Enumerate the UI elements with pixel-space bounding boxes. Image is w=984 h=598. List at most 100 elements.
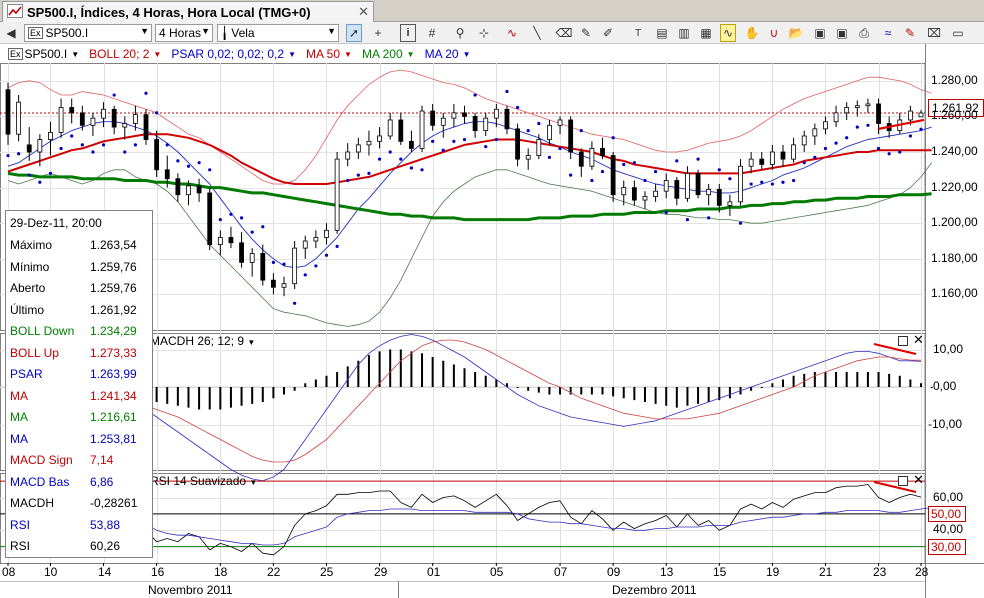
scroll-left-icon[interactable]: ◀ xyxy=(6,26,16,40)
close-icon[interactable]: ✕ xyxy=(358,4,369,19)
psar-dot xyxy=(324,253,329,257)
candle xyxy=(281,276,287,297)
date-label: 18 xyxy=(214,565,228,579)
macd-panel-label[interactable]: MACDH 26; 12; 9 ▼ xyxy=(150,334,255,348)
candle xyxy=(483,112,489,136)
candle-down xyxy=(504,108,510,130)
psar-dot xyxy=(855,125,859,129)
legend-ma200[interactable]: MA 200 xyxy=(361,47,403,61)
chevron-down-icon[interactable]: ▼ xyxy=(344,49,352,59)
wave-highlight-icon[interactable]: ∿ xyxy=(720,24,736,42)
split-icon[interactable]: ▥ xyxy=(678,26,690,40)
indicators-icon[interactable]: ∿ xyxy=(506,26,518,40)
chevron-down-icon[interactable]: ▼ xyxy=(153,49,162,59)
info-label: Mínimo xyxy=(10,259,50,274)
eraser-icon[interactable]: ⌫ xyxy=(555,26,573,40)
month-label: Novembro 2011 xyxy=(148,583,233,597)
candle-down xyxy=(5,89,11,135)
sheet-icon[interactable]: ▤ xyxy=(656,26,668,40)
zoom-icon[interactable]: ⚲ xyxy=(455,26,465,40)
candle-up xyxy=(281,283,287,288)
symbol-menu-icon[interactable]: Ex xyxy=(8,48,23,60)
rsi-raw-line xyxy=(7,484,922,556)
interval-value: 4 Horas xyxy=(159,26,202,40)
rsi-panel-label[interactable]: RSI 14 Suavizado ▼ xyxy=(150,474,257,488)
info-label: MA xyxy=(10,431,28,446)
legend-symbol[interactable]: SP500.I xyxy=(24,47,68,61)
candle-up xyxy=(918,112,924,118)
panel-frames xyxy=(0,44,984,598)
close-rsi-icon[interactable]: ✕ xyxy=(913,472,924,487)
info-value: 1.241,34 xyxy=(90,388,137,403)
psar-dot xyxy=(144,91,148,95)
chevron-down-icon[interactable]: ▼ xyxy=(71,49,80,59)
rsi-smooth-line xyxy=(8,507,932,546)
magnet-icon[interactable]: ∪ xyxy=(769,26,779,40)
interval-combo[interactable]: 4 Horas ▼ xyxy=(155,24,213,42)
macd-axis-label: -10,00 xyxy=(928,417,963,431)
candle-up xyxy=(557,119,563,126)
candle-up xyxy=(101,108,106,119)
psar-dot xyxy=(462,137,467,142)
info-row: PSAR 1.263,99 xyxy=(10,367,150,388)
chevron-down-icon[interactable]: ▼ xyxy=(406,49,415,59)
folder-open-icon[interactable]: 📂 xyxy=(788,26,804,40)
candle xyxy=(292,241,298,290)
candle-down xyxy=(578,151,584,167)
maximize-rsi-icon[interactable] xyxy=(898,476,908,486)
candle xyxy=(716,184,722,213)
crosshair-icon[interactable]: + xyxy=(374,26,382,40)
close-macd-icon[interactable]: ✕ xyxy=(913,332,924,347)
legend-psar[interactable]: PSAR 0,02; 0,02; 0,2 xyxy=(171,47,285,61)
alert-icon[interactable]: ✎ xyxy=(904,26,916,40)
candle-down xyxy=(716,188,722,206)
save-icon[interactable]: ▣ xyxy=(814,26,826,40)
psar-dot xyxy=(569,173,573,177)
cursor-tool-icon[interactable]: ➚ xyxy=(346,24,362,42)
line-tool-icon[interactable]: ╲ xyxy=(533,26,541,40)
chevron-down-icon[interactable]: ▼ xyxy=(462,49,471,59)
save-as-icon[interactable]: ▣ xyxy=(836,26,848,40)
text-tool-icon[interactable]: T xyxy=(634,27,642,39)
info-value: 1.216,61 xyxy=(90,410,137,424)
new-window-icon[interactable]: ▭ xyxy=(952,26,964,40)
settings-icon[interactable]: ⌧ xyxy=(927,26,941,40)
toolbar: ◀ Ex SP500.I ▼ 4 Horas ▼ ╽ Vela ▼ ➚ + i … xyxy=(0,22,984,44)
draw-tool-icon[interactable]: ✎ xyxy=(580,26,592,40)
grid-icon[interactable]: # xyxy=(428,26,436,40)
chevron-down-icon[interactable]: ▼ xyxy=(288,49,296,59)
print-icon[interactable]: ⎙ xyxy=(859,25,869,40)
info-icon[interactable]: i xyxy=(400,24,416,42)
candle-up xyxy=(791,144,797,160)
compare-icon[interactable]: ≈ xyxy=(884,26,892,40)
candle-icon: ╽ xyxy=(221,26,229,40)
price-axis-label: 1.260,00 xyxy=(931,108,978,122)
cursor-mode-icon[interactable]: ⊹ xyxy=(478,26,490,40)
candle-up xyxy=(334,158,340,231)
legend-ma50[interactable]: MA 50 xyxy=(306,47,341,61)
gridlines xyxy=(0,63,925,563)
maximize-macd-icon[interactable] xyxy=(898,336,908,346)
psar-dot xyxy=(547,155,552,159)
chart-tab[interactable]: SP500.I, Índices, 4 Horas, Hora Local (T… xyxy=(2,1,374,22)
macd-axis-label: 0,00 xyxy=(933,379,957,393)
chevron-down-icon: ▼ xyxy=(140,26,149,36)
psar-dot xyxy=(876,146,881,151)
psar-dot xyxy=(834,141,838,145)
candle-up xyxy=(451,112,457,119)
candle xyxy=(738,159,743,206)
table-icon[interactable]: ▦ xyxy=(700,26,712,40)
info-row: RSI 53,88 xyxy=(10,518,150,539)
symbol-combo[interactable]: Ex SP500.I ▼ xyxy=(24,24,152,42)
legend-ma20[interactable]: MA 20 xyxy=(424,47,459,61)
psar-dot xyxy=(123,150,127,154)
legend-boll[interactable]: BOLL 20; 2 xyxy=(89,47,150,61)
pen-icon[interactable]: ✐ xyxy=(602,26,614,40)
candle xyxy=(164,155,170,188)
candle xyxy=(589,141,595,170)
chart-type-combo[interactable]: ╽ Vela ▼ xyxy=(217,24,339,42)
candle-up xyxy=(217,237,223,245)
drag-icon[interactable]: ✋ xyxy=(744,26,760,40)
